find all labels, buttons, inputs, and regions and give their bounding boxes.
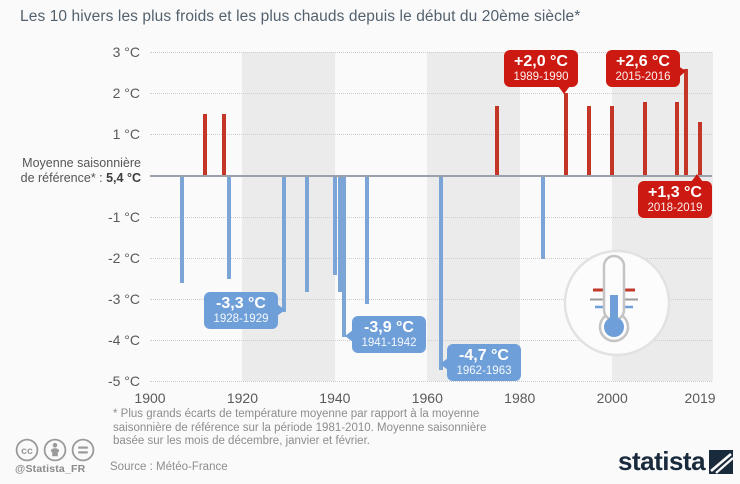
x-axis-label: 2000 <box>596 390 628 406</box>
bar-cold-1985 <box>540 176 545 259</box>
chart-title: Les 10 hivers les plus froids et les plu… <box>20 8 581 25</box>
annotation-period: 1962-1963 <box>456 365 512 377</box>
x-axis-label: 1900 <box>134 390 166 406</box>
reference-label: Moyenne saisonnière de référence* : 5,4 … <box>0 156 141 186</box>
cc-license-icons: cc <box>15 438 95 462</box>
callout-pointer <box>440 358 448 370</box>
callout-pointer <box>345 330 353 342</box>
annotation-value: +2,6 °C <box>616 53 670 70</box>
statista-branding: statista <box>618 446 734 477</box>
bar-warm-1995 <box>587 105 592 176</box>
annotation-value: +2,0 °C <box>514 53 568 70</box>
y-axis-label: -1 °C <box>107 208 140 225</box>
bar-warm-1990 <box>563 93 568 176</box>
annotation-period: 2018-2019 <box>647 202 703 214</box>
annotation-warm-2015-2016: +2,6 °C 2015-2016 <box>606 50 686 87</box>
y-axis-label: -5 °C <box>107 373 140 389</box>
thermometer-icon <box>563 249 671 357</box>
zero-baseline <box>150 174 712 177</box>
y-axis-label: 3 °C <box>112 44 140 61</box>
annotation-warm-2018-2019: +1,3 °C 2018-2019 <box>638 174 712 218</box>
annotation-period: 1941-1942 <box>361 337 417 349</box>
statista-handle: @Statista_FR <box>15 463 86 475</box>
y-axis-label: 2 °C <box>112 85 140 102</box>
gridline--5 <box>150 381 712 382</box>
x-axis-label: 1920 <box>226 390 259 406</box>
gridline--1 <box>150 216 712 218</box>
bar-cold-1934 <box>305 176 310 292</box>
bar-cold-1941 <box>337 176 342 292</box>
x-axis-label: 1940 <box>319 390 351 406</box>
source-label: Source : Météo-France <box>110 461 228 473</box>
y-axis-label: -2 °C <box>107 249 140 266</box>
annotation-period: 1928-1929 <box>213 313 269 325</box>
svg-text:cc: cc <box>21 445 33 457</box>
statista-logo-icon <box>709 450 734 474</box>
bar-warm-1916 <box>221 113 226 176</box>
annotation-value: -4,7 °C <box>459 347 509 364</box>
annotation-value: +1,3 °C <box>648 184 702 201</box>
footnote: * Plus grands écarts de température moye… <box>113 408 487 447</box>
reference-label-line1: Moyenne saisonnière <box>22 156 141 170</box>
bar-cold-1917 <box>226 176 231 280</box>
attribution-icon <box>43 438 67 462</box>
bar-warm-2019 <box>698 122 703 176</box>
bar-cold-1942 <box>342 176 347 337</box>
annotation-coldest-1941-1942: -3,9 °C 1941-1942 <box>345 316 426 353</box>
callout-pointer <box>691 174 703 182</box>
x-axis-label: 1960 <box>411 390 443 406</box>
bar-warm-2014 <box>674 101 679 176</box>
callout-pointer <box>558 86 570 94</box>
bar-warm-2007 <box>642 101 647 176</box>
bar-warm-1912 <box>203 113 208 176</box>
annotation-coldest-1962-1963: -4,7 °C 1962-1963 <box>440 344 521 381</box>
callout-pointer <box>678 66 686 78</box>
bar-cold-1929 <box>282 176 287 313</box>
x-axis-label: 2019 <box>684 390 716 406</box>
no-derivatives-icon <box>71 438 95 462</box>
y-axis-label: -3 °C <box>107 290 140 307</box>
bar-cold-1947 <box>365 176 370 304</box>
gridline--2 <box>150 257 712 259</box>
gridline-1 <box>150 134 712 136</box>
reference-label-line2: de référence* : 5,4 °C <box>20 171 141 185</box>
bar-cold-1963 <box>439 176 444 370</box>
y-axis-label: -4 °C <box>107 331 140 348</box>
callout-pointer <box>277 304 285 316</box>
statista-logo-text: statista <box>618 446 706 476</box>
gridline-2 <box>150 93 712 95</box>
bar-warm-2000 <box>610 105 615 176</box>
gridline--3 <box>150 298 712 300</box>
cc-icon: cc <box>15 438 39 462</box>
annotation-coldest-1928-1929: -3,3 °C 1928-1929 <box>204 292 285 329</box>
bar-cold-1940 <box>332 176 337 276</box>
bar-warm-1975 <box>494 105 499 176</box>
bar-warm-2016 <box>684 68 689 176</box>
bar-cold-1907 <box>180 176 185 284</box>
y-axis-label: 1 °C <box>112 126 140 143</box>
annotation-warm-1989-1990: +2,0 °C 1989-1990 <box>504 50 578 94</box>
gridline-3 <box>150 52 712 54</box>
gridline--4 <box>150 339 712 341</box>
annotation-period: 1989-1990 <box>513 71 569 83</box>
x-axis-label: 1980 <box>504 390 536 406</box>
annotation-value: -3,9 °C <box>364 319 414 336</box>
annotation-value: -3,3 °C <box>216 295 266 312</box>
annotation-period: 2015-2016 <box>615 71 671 83</box>
